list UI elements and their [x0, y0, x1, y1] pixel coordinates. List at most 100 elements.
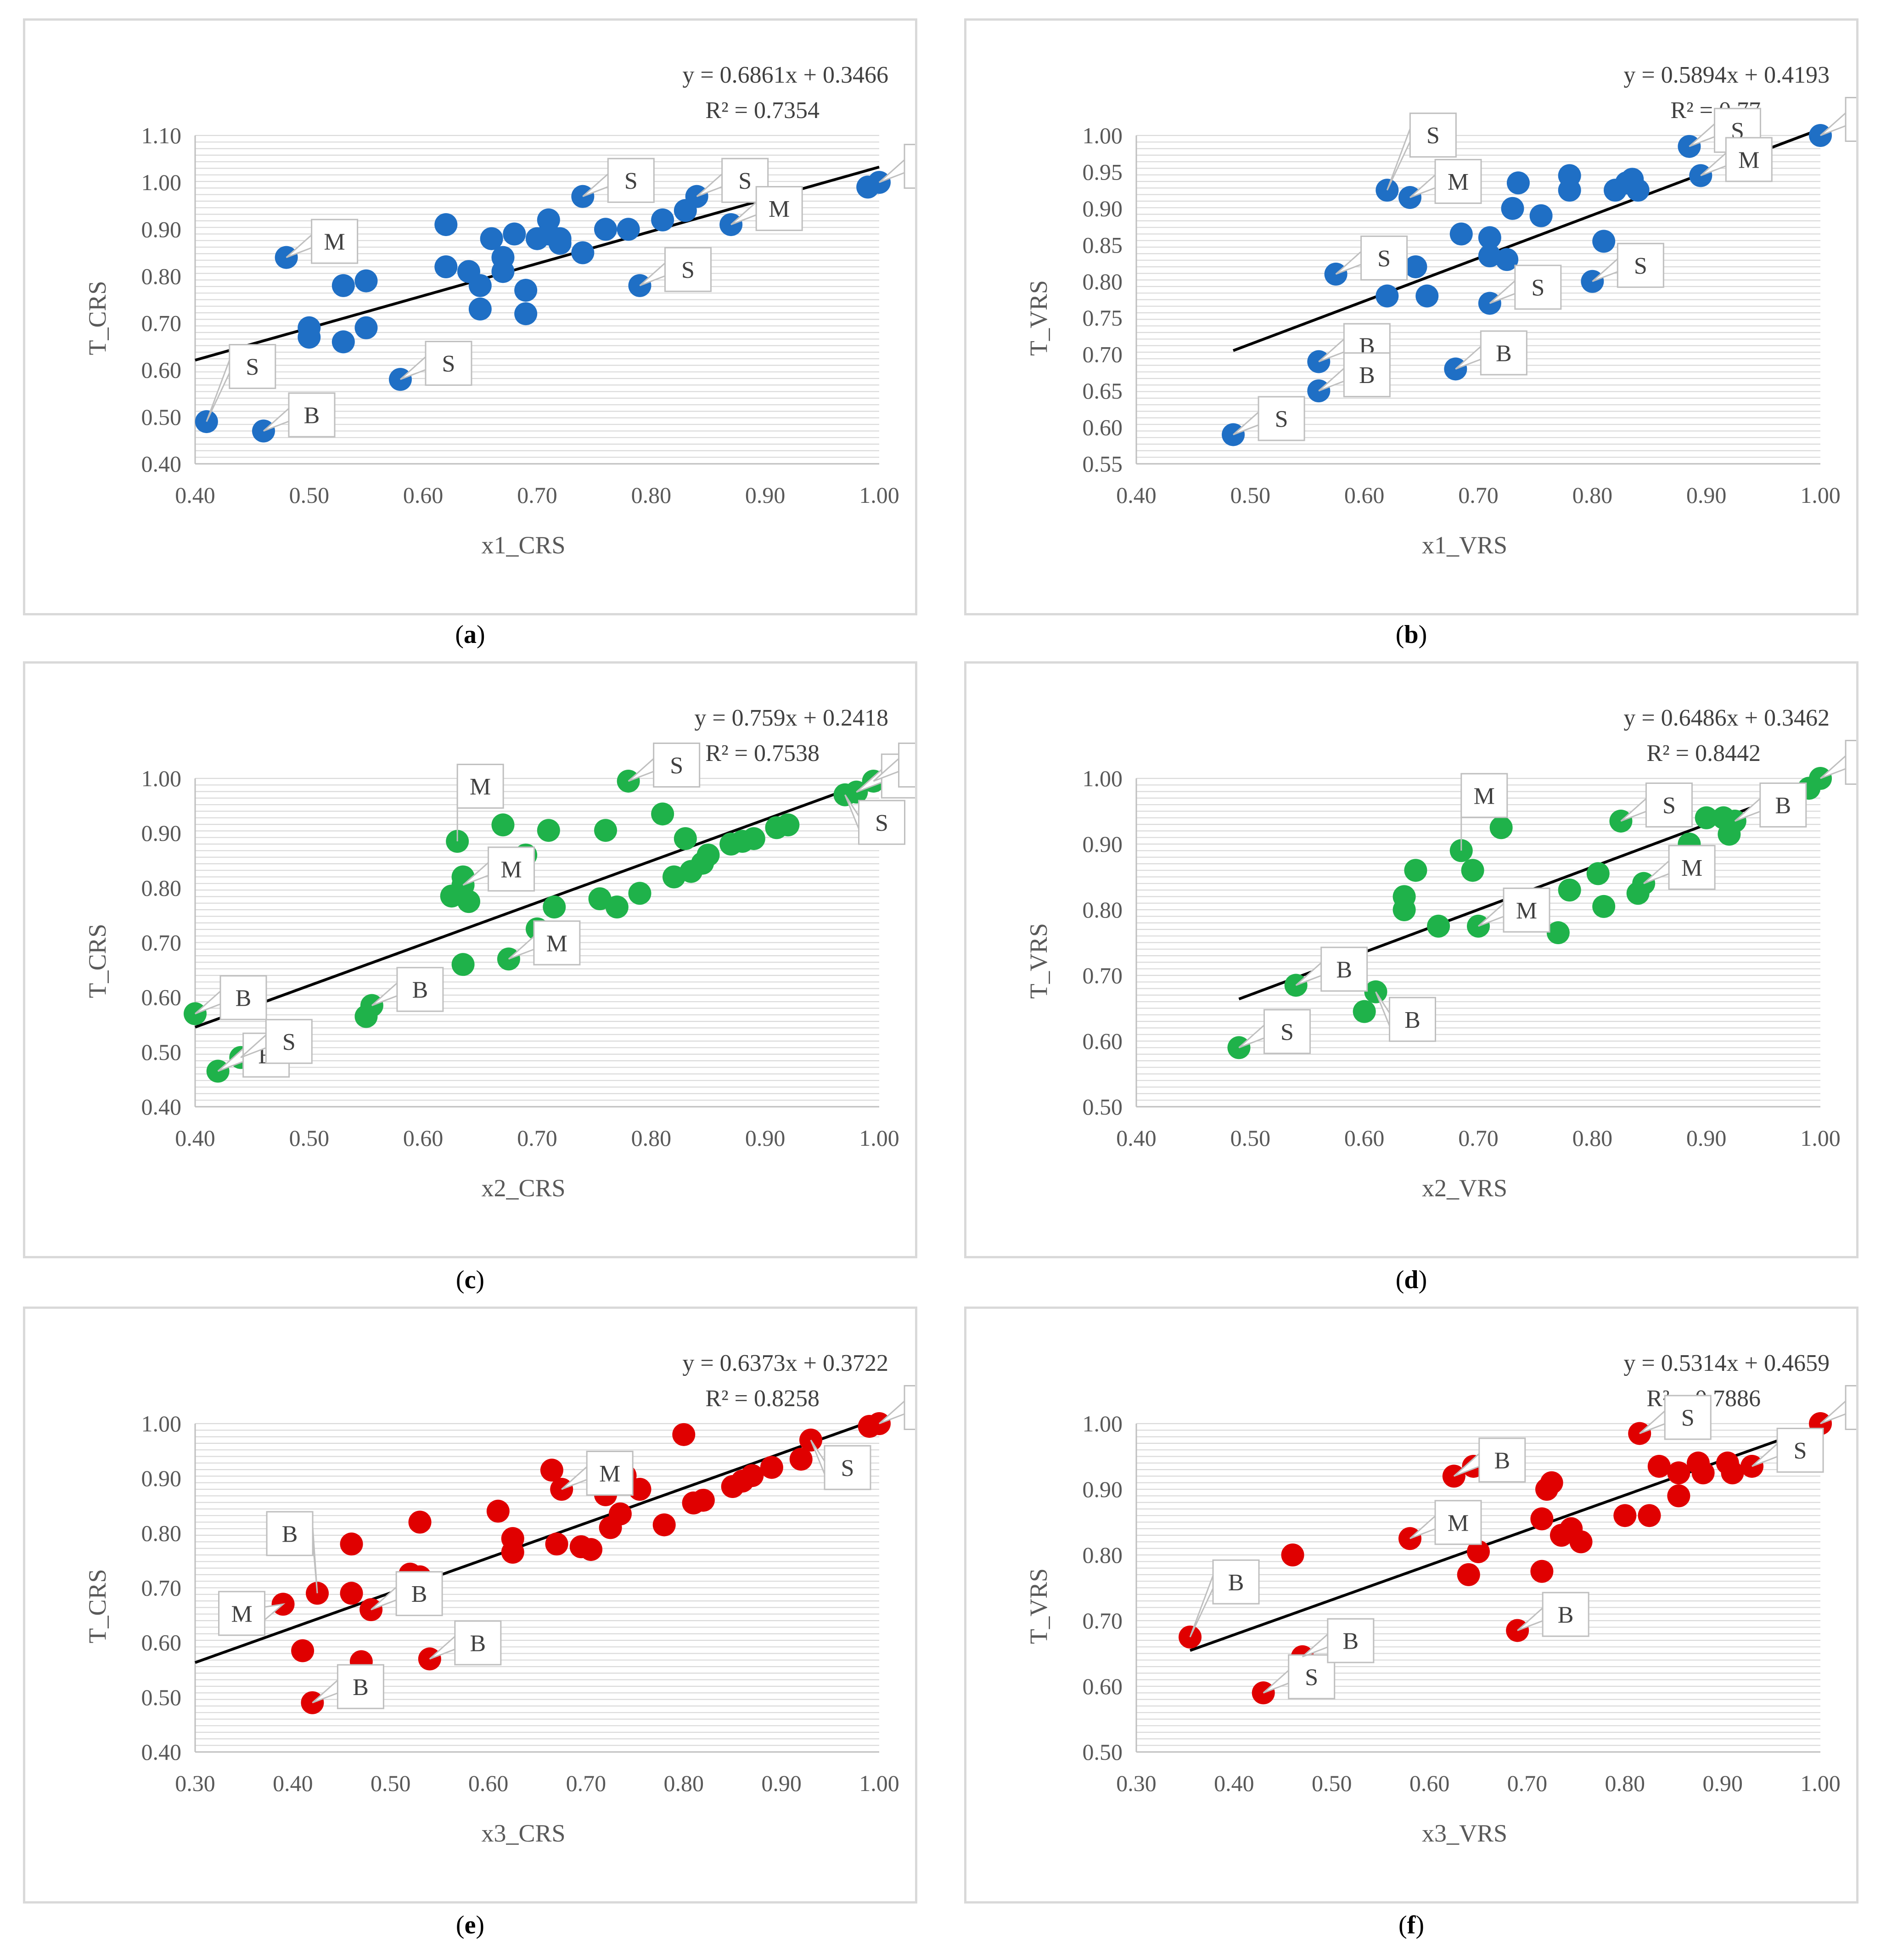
data-point: [331, 274, 355, 297]
callout-box: [425, 341, 472, 386]
caption-letter: e: [464, 1911, 476, 1939]
y-tick-label: 0.80: [1083, 269, 1123, 294]
x-tick-label: 0.60: [1344, 482, 1385, 508]
callout-box: [1478, 1437, 1526, 1483]
callout-text: B: [1228, 1570, 1244, 1596]
trend-equation: y = 0.759x + 0.2418: [694, 705, 888, 731]
callout-box: [218, 1591, 266, 1636]
point-label-callout: M: [730, 186, 803, 231]
data-point: [651, 208, 674, 231]
x-tick-label: 0.60: [468, 1770, 509, 1796]
point-label-callout: M: [218, 1591, 286, 1636]
y-tick-label: 0.40: [141, 1739, 182, 1765]
scatter-svg-b: 0.40 0.50 0.60 0.70 0.80 0.90 1.00 0.55 0.60 0.65…: [1025, 62, 1856, 559]
data-point: [491, 260, 515, 283]
callout-pointer: [263, 407, 290, 432]
data-point: [354, 269, 378, 293]
x-tick-label: 0.40: [175, 482, 215, 508]
callout-text: S: [681, 257, 695, 283]
x-axis-label: x3_CRS: [481, 1819, 565, 1847]
callout-text: S: [282, 1029, 296, 1055]
callout-text: M: [769, 196, 790, 222]
y-tick-label: 0.60: [141, 1630, 182, 1656]
chart-panel-f: 0.30 0.40 0.50 0.60 0.70 0.80 0.90 1.00 0.50 0.60…: [964, 1307, 1859, 1904]
callout-text: M: [1681, 855, 1702, 881]
callout-text: S: [624, 168, 638, 194]
x-tick-label: 0.80: [1572, 482, 1613, 508]
y-tick-label: 0.80: [141, 875, 182, 901]
y-tick-label: 0.60: [1083, 1028, 1123, 1054]
x-tick-label: 1.00: [1800, 1125, 1841, 1151]
data-point: [545, 1532, 568, 1556]
callout-box: [1725, 137, 1773, 182]
x-tick-label: 0.50: [1230, 482, 1271, 508]
data-point: [1647, 1454, 1671, 1478]
data-point: [1626, 179, 1650, 202]
y-tick-label: 0.60: [141, 357, 182, 383]
callout-box: [395, 1571, 443, 1616]
callout-box: [337, 1664, 384, 1709]
x-axis-label: x2_CRS: [481, 1174, 565, 1202]
data-point: [776, 813, 800, 837]
y-tick-label: 0.70: [1083, 1608, 1123, 1633]
caption-letter: f: [1407, 1911, 1416, 1939]
callout-text: M: [1448, 169, 1469, 195]
x-tick-label: 0.50: [1230, 1125, 1271, 1151]
callout-box: [1320, 946, 1368, 992]
x-tick-label: 0.40: [1116, 1125, 1157, 1151]
point-label-callout: M: [462, 846, 535, 892]
point-label-callout: M: [456, 764, 504, 842]
x-tick-label: 0.60: [1344, 1125, 1385, 1151]
data-point: [1457, 1563, 1480, 1586]
scatter-svg-e: 0.30 0.40 0.50 0.60 0.70 0.80 0.90 1.00 0.40 0.50…: [84, 1350, 915, 1847]
x-axis-label: x1_VRS: [1422, 531, 1507, 559]
y-tick-label: 1.00: [141, 169, 182, 195]
y-tick-label: 0.80: [1083, 1542, 1123, 1568]
callout-pointer: [1643, 859, 1670, 884]
point-label-callout: M: [1460, 773, 1508, 851]
callout-text: M: [231, 1601, 252, 1627]
callout-text: S: [442, 351, 455, 377]
data-point: [468, 274, 492, 297]
y-tick-label: 0.40: [141, 451, 182, 477]
point-label-callout: S: [1238, 1009, 1311, 1054]
callout-box: [1258, 396, 1305, 441]
data-point: [1489, 816, 1513, 839]
x-tick-label: 0.60: [403, 1125, 444, 1151]
y-tick-label: 0.60: [1083, 415, 1123, 440]
x-tick-label: 0.70: [1458, 482, 1499, 508]
callout-pointer: [1820, 111, 1847, 136]
y-axis-label: T_VRS: [1025, 1568, 1052, 1644]
callout-box: [1434, 159, 1482, 204]
callout-text: S: [1305, 1664, 1318, 1690]
point-labels: M B B B B M SS: [218, 1385, 915, 1709]
x-axis-label: x3_VRS: [1422, 1819, 1507, 1847]
callout-text: M: [324, 229, 345, 255]
callout-text: B: [1496, 340, 1512, 366]
x-tick-label: 0.70: [1458, 1125, 1499, 1151]
data-point: [628, 1478, 651, 1501]
callout-pointer: [879, 158, 905, 183]
data-point: [608, 1502, 632, 1526]
callout-text: B: [1359, 362, 1375, 389]
point-label-callout: M: [1409, 1500, 1482, 1545]
point-label-callout: B: [371, 967, 444, 1012]
point-labels: SBMSSSSMS: [206, 144, 915, 438]
data-point: [480, 227, 503, 250]
point-label-callout: M: [1409, 159, 1482, 204]
data-point: [652, 1513, 676, 1537]
x-tick-label: 0.90: [1686, 482, 1727, 508]
point-labels: BBSBMMMSSSS: [195, 742, 915, 1078]
callout-text: B: [412, 977, 428, 1003]
y-axis-label: T_VRS: [1025, 280, 1052, 356]
x-tick-label: 0.50: [289, 1125, 330, 1151]
r-squared: R² = 0.8442: [1646, 740, 1761, 766]
data-point: [1667, 1461, 1690, 1485]
callout-box: [533, 920, 581, 966]
callout-box: [1776, 1427, 1824, 1473]
callout-box: [1845, 1385, 1856, 1430]
data-point: [579, 1538, 603, 1561]
data-point: [1393, 898, 1416, 921]
y-axis-label: T_CRS: [84, 1569, 111, 1643]
point-label-callout: M: [508, 920, 581, 966]
